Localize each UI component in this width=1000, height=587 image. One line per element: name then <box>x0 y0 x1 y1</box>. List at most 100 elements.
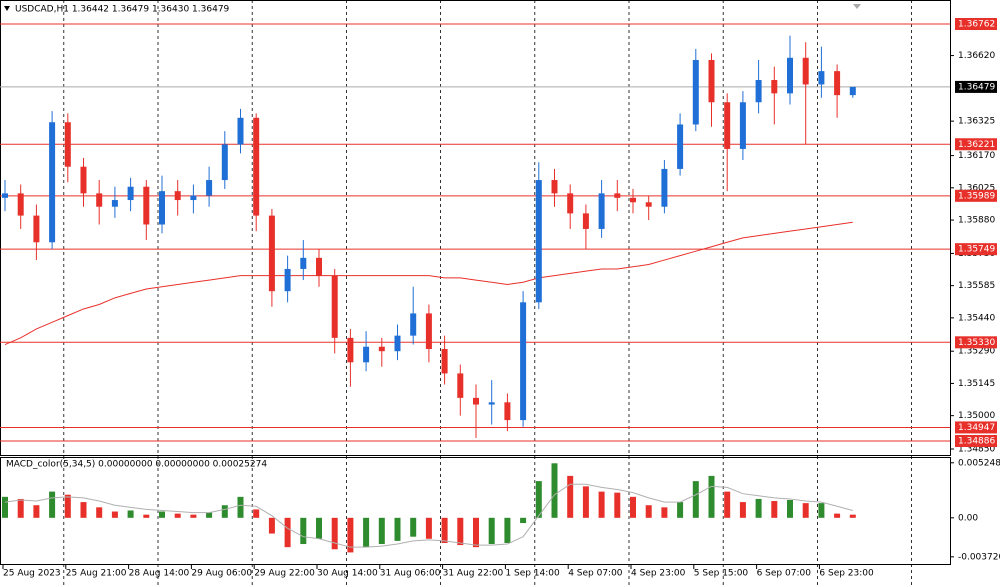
y-tick-label: 1.34850 <box>958 444 995 454</box>
scroll-icon[interactable] <box>853 4 861 9</box>
candle-body <box>237 117 244 145</box>
macd-bar <box>551 463 558 518</box>
macd-bar <box>645 505 652 518</box>
candle-body <box>159 191 165 225</box>
macd-bar <box>787 499 793 518</box>
x-tick-label: 6 Sep 23:00 <box>819 569 874 579</box>
x-tick-label: 31 Aug 22:00 <box>443 569 504 579</box>
macd-bar <box>520 517 527 524</box>
candle-body <box>221 144 228 181</box>
macd-bar <box>159 511 165 518</box>
macd-bar <box>630 496 636 518</box>
candle-body <box>582 213 589 229</box>
macd-bar <box>441 517 448 543</box>
candle-body <box>818 71 825 85</box>
candle-body <box>771 80 778 94</box>
main-frame <box>0 0 951 456</box>
candle-body <box>96 193 103 207</box>
x-tick-label: 30 Aug 14:00 <box>317 569 378 579</box>
candle-body <box>834 71 841 96</box>
candle-body <box>614 193 621 198</box>
candle-body <box>2 193 8 198</box>
x-tick-label: 25 Aug 2023 <box>3 569 61 579</box>
y-tick-label: -0.0037204 <box>958 552 1000 562</box>
y-tick-label: 1.35000 <box>958 411 995 421</box>
x-tick-label: 6 Sep 07:00 <box>757 569 812 579</box>
level-label-bg <box>955 189 997 202</box>
macd-bar <box>300 517 307 545</box>
candle-body <box>49 122 56 243</box>
candle-body <box>410 313 417 336</box>
macd-bar <box>316 517 322 539</box>
signal-line <box>4 483 853 548</box>
level-label-bg <box>955 18 997 31</box>
macd-bar <box>174 513 181 518</box>
candle-body <box>661 168 668 207</box>
macd-bar <box>237 496 244 518</box>
macd-bar <box>708 475 715 518</box>
candle-body <box>692 60 699 125</box>
candle-body <box>331 275 338 338</box>
level-label: 1.36221 <box>958 140 995 150</box>
candle-body <box>504 402 511 421</box>
level-label: 1.35749 <box>958 245 995 255</box>
candle-body <box>724 102 731 149</box>
candle-body <box>64 122 71 167</box>
macd-bar <box>111 511 118 518</box>
candle-body <box>33 215 40 243</box>
macd-bar <box>739 502 746 518</box>
macd-bar <box>394 517 401 541</box>
level-label-bg <box>955 336 997 349</box>
y-tick-label: 1.35880 <box>958 216 995 226</box>
macd-bar <box>567 475 574 518</box>
macd-bar <box>17 498 24 518</box>
macd-bar <box>363 517 370 548</box>
macd-bar <box>677 502 684 518</box>
macd-bar <box>143 514 150 518</box>
macd-bar <box>535 481 542 518</box>
candle-body <box>598 193 605 229</box>
macd-bar <box>802 503 809 518</box>
level-label: 1.35330 <box>958 338 995 348</box>
y-tick-label: 1.36325 <box>958 117 995 127</box>
x-tick-label: 31 Aug 06:00 <box>380 569 441 579</box>
macd-bar <box>127 510 134 518</box>
candle-body <box>80 166 87 194</box>
macd-bar <box>724 491 731 518</box>
candle-body <box>567 193 574 214</box>
macd-bar <box>771 501 778 518</box>
macd-bar <box>504 517 511 543</box>
macd-bar <box>582 486 589 518</box>
y-tick-label: 1.35290 <box>958 347 995 357</box>
macd-bar <box>2 496 8 518</box>
candle-body <box>206 180 213 196</box>
current-price-label: 1.36479 <box>958 82 995 92</box>
macd-bar <box>834 513 841 518</box>
level-label-bg <box>955 243 997 256</box>
macd-bar <box>457 517 464 546</box>
macd-bar <box>268 517 275 534</box>
macd-bar <box>33 505 40 518</box>
macd-bar <box>849 514 856 518</box>
x-tick-label: 29 Aug 06:00 <box>191 569 252 579</box>
y-tick-label: 1.36170 <box>958 151 995 161</box>
x-tick-label: 25 Aug 21:00 <box>66 569 127 579</box>
candle-body <box>363 346 370 363</box>
candle-body <box>787 57 793 94</box>
macd-bar <box>96 507 103 518</box>
macd-bar <box>49 491 56 518</box>
x-tick-label: 4 Sep 23:00 <box>631 569 686 579</box>
level-label: 1.34886 <box>958 436 995 446</box>
candle-body <box>316 257 322 276</box>
macd-label: MACD_color(5,34,5) 0.00000000 0.00000000… <box>6 460 267 470</box>
menu-icon[interactable] <box>4 6 10 11</box>
y-tick-label: 0.00 <box>958 513 978 523</box>
candle-body <box>394 335 401 352</box>
y-tick-label: 1.35585 <box>958 281 995 291</box>
level-label-bg <box>955 421 997 434</box>
candle-body <box>520 302 527 421</box>
candle-body <box>630 197 636 203</box>
candle-body <box>473 397 479 405</box>
candle-body <box>190 195 197 201</box>
candle-body <box>849 86 856 96</box>
